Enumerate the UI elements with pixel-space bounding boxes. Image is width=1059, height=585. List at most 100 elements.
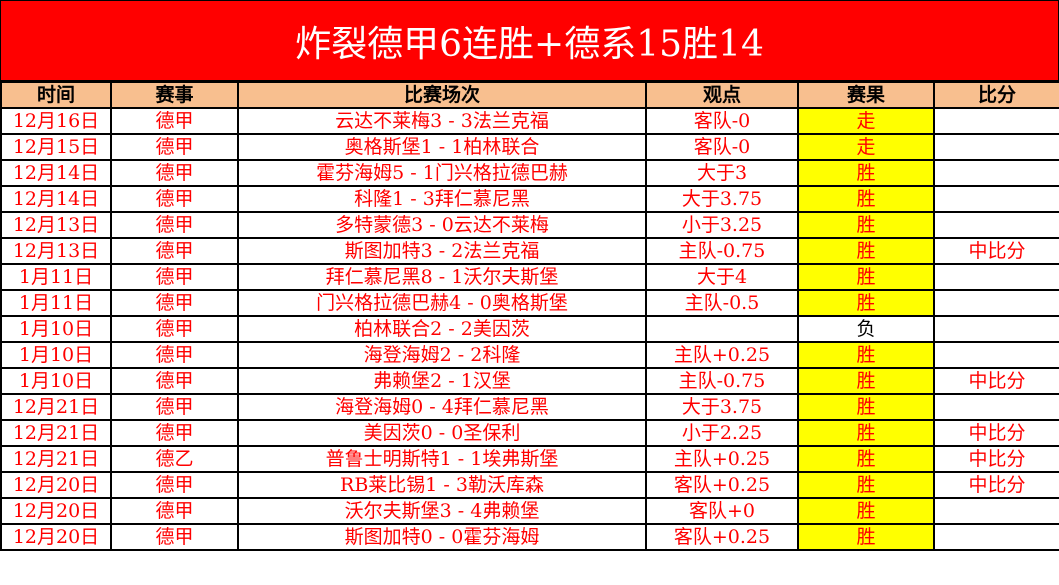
match-cell: 奥格斯堡1 - 1柏林联合 (237, 133, 647, 161)
header-pick: 观点 (645, 81, 799, 109)
table-row: 1月10日 德甲 柏林联合2 - 2美因茨 负 (0, 315, 1059, 343)
match-cell: 云达不莱梅3 - 3法兰克福 (237, 107, 647, 135)
table-row: 12月13日 德甲 斯图加特3 - 2法兰克福 主队-0.75 胜中比分 (0, 237, 1059, 265)
match-cell: 门兴格拉德巴赫4 - 0奥格斯堡 (237, 289, 647, 317)
result-cell: 胜 (797, 471, 935, 499)
date-cell: 12月21日 (0, 445, 112, 473)
match-cell: 海登海姆2 - 2科隆 (237, 341, 647, 369)
pick-cell: 小于2.25 (645, 419, 799, 447)
date-cell: 12月14日 (0, 159, 112, 187)
league-cell: 德甲 (110, 185, 239, 213)
league-cell: 德甲 (110, 419, 239, 447)
pick-cell: 客队+0 (645, 497, 799, 525)
result-cell: 胜 (797, 211, 935, 239)
score-cell (933, 211, 1059, 239)
table-row: 1月11日 德甲 拜仁慕尼黑8 - 1沃尔夫斯堡 大于4 胜 (0, 263, 1059, 291)
date-cell: 12月20日 (0, 523, 112, 551)
table-row: 12月14日 德甲 科隆1 - 3拜仁慕尼黑 大于3.75 胜 (0, 185, 1059, 213)
header-date: 时间 (0, 81, 112, 109)
league-cell: 德甲 (110, 237, 239, 265)
league-cell: 德甲 (110, 107, 239, 135)
date-cell: 12月20日 (0, 497, 112, 525)
result-cell: 胜 (797, 341, 935, 369)
table-row: 1月10日 德甲 弗赖堡2 - 1汉堡 主队-0.75 胜中比分 (0, 367, 1059, 395)
league-cell: 德乙 (110, 445, 239, 473)
date-cell: 12月14日 (0, 185, 112, 213)
pick-cell: 客队+0.25 (645, 523, 799, 551)
pick-cell: 大于4 (645, 263, 799, 291)
date-cell: 12月21日 (0, 393, 112, 421)
pick-cell: 主队-0.75 (645, 237, 799, 265)
result-cell: 胜 (797, 185, 935, 213)
score-cell (933, 263, 1059, 291)
score-cell: 中比分 (933, 237, 1059, 265)
score-cell (933, 133, 1059, 161)
match-cell: 斯图加特3 - 2法兰克福 (237, 237, 647, 265)
score-cell (933, 289, 1059, 317)
league-cell: 德甲 (110, 289, 239, 317)
table-row: 1月11日 德甲 门兴格拉德巴赫4 - 0奥格斯堡 主队-0.5 胜 (0, 289, 1059, 317)
result-cell: 走 (797, 107, 935, 135)
score-cell (933, 523, 1059, 551)
match-cell: 沃尔夫斯堡3 - 4弗赖堡 (237, 497, 647, 525)
match-cell: 科隆1 - 3拜仁慕尼黑 (237, 185, 647, 213)
score-cell (933, 107, 1059, 135)
date-cell: 1月11日 (0, 263, 112, 291)
match-cell: 美因茨0 - 0圣保利 (237, 419, 647, 447)
header-league: 赛事 (110, 81, 239, 109)
date-cell: 12月20日 (0, 471, 112, 499)
league-cell: 德甲 (110, 263, 239, 291)
result-cell: 胜 (797, 523, 935, 551)
result-cell: 胜 (797, 263, 935, 291)
result-cell: 胜 (797, 289, 935, 317)
match-cell: 霍芬海姆5 - 1门兴格拉德巴赫 (237, 159, 647, 187)
league-cell: 德甲 (110, 341, 239, 369)
date-cell: 1月11日 (0, 289, 112, 317)
result-cell: 胜 (797, 497, 935, 525)
table-row: 12月13日 德甲 多特蒙德3 - 0云达不莱梅 小于3.25 胜 (0, 211, 1059, 239)
result-cell: 胜 (797, 393, 935, 421)
score-cell: 中比分 (933, 445, 1059, 473)
table-row: 1月10日 德甲 海登海姆2 - 2科隆 主队+0.25 胜 (0, 341, 1059, 369)
league-cell: 德甲 (110, 315, 239, 343)
league-cell: 德甲 (110, 523, 239, 551)
table-row: 12月15日 德甲 奥格斯堡1 - 1柏林联合 客队-0 走 (0, 133, 1059, 161)
date-cell: 12月13日 (0, 211, 112, 239)
date-cell: 12月15日 (0, 133, 112, 161)
league-cell: 德甲 (110, 471, 239, 499)
result-cell: 负 (797, 315, 935, 343)
league-cell: 德甲 (110, 133, 239, 161)
result-cell: 胜 (797, 367, 935, 395)
result-cell: 走 (797, 133, 935, 161)
table-row: 12月16日 德甲 云达不莱梅3 - 3法兰克福 客队-0 走 (0, 107, 1059, 135)
match-cell: 海登海姆0 - 4拜仁慕尼黑 (237, 393, 647, 421)
score-cell (933, 315, 1059, 343)
pick-cell: 主队-0.5 (645, 289, 799, 317)
pick-cell: 小于3.25 (645, 211, 799, 239)
score-cell (933, 393, 1059, 421)
date-cell: 1月10日 (0, 367, 112, 395)
date-cell: 1月10日 (0, 315, 112, 343)
score-cell (933, 341, 1059, 369)
league-cell: 德甲 (110, 211, 239, 239)
header-result: 赛果 (797, 81, 935, 109)
score-cell: 中比分 (933, 367, 1059, 395)
result-cell: 胜 (797, 237, 935, 265)
league-cell: 德甲 (110, 367, 239, 395)
pick-cell: 客队+0.25 (645, 471, 799, 499)
table-row: 12月21日 德甲 海登海姆0 - 4拜仁慕尼黑 大于3.75 胜 (0, 393, 1059, 421)
score-cell: 中比分 (933, 471, 1059, 499)
match-cell: 弗赖堡2 - 1汉堡 (237, 367, 647, 395)
pick-cell: 大于3.75 (645, 393, 799, 421)
results-table: 时间 赛事 比赛场次 观点 赛果 比分 12月16日 德甲 云达不莱梅3 - 3法兰… (0, 81, 1059, 551)
table-row: 12月20日 德甲 斯图加特0 - 0霍芬海姆 客队+0.25 胜 (0, 523, 1059, 551)
date-cell: 12月16日 (0, 107, 112, 135)
header-match: 比赛场次 (237, 81, 647, 109)
pick-cell: 主队+0.25 (645, 445, 799, 473)
pick-cell: 客队-0 (645, 133, 799, 161)
pick-cell (645, 315, 799, 343)
header-score: 比分 (933, 81, 1059, 109)
league-cell: 德甲 (110, 497, 239, 525)
table-row: 12月21日 德甲 美因茨0 - 0圣保利 小于2.25 胜中比分 (0, 419, 1059, 447)
date-cell: 1月10日 (0, 341, 112, 369)
